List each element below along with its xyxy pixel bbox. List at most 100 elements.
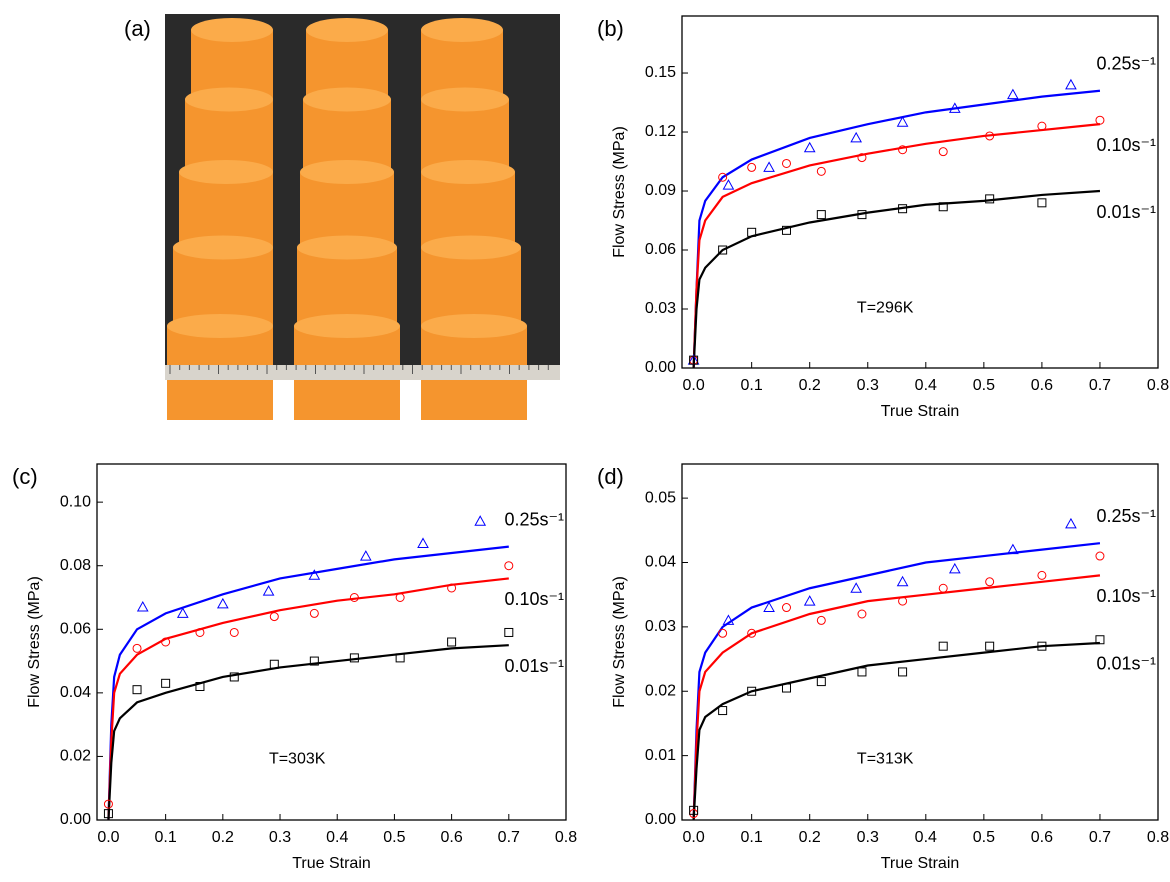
x-axis-label: True Strain <box>292 855 371 872</box>
cylinder-top <box>173 236 273 260</box>
data-point <box>310 609 318 617</box>
data-point <box>817 211 825 219</box>
x-tick-label: 0.7 <box>1089 377 1111 394</box>
series-label: 0.10s⁻¹ <box>504 589 564 609</box>
data-point <box>986 578 994 586</box>
data-point <box>723 180 733 189</box>
y-tick-label: 0.08 <box>60 557 91 574</box>
data-point <box>782 159 790 167</box>
data-point <box>805 596 815 605</box>
data-point <box>764 162 774 171</box>
x-tick-label: 0.0 <box>682 377 704 394</box>
y-tick-label: 0.01 <box>645 747 676 764</box>
x-tick-label: 0.1 <box>741 377 763 394</box>
cylinder-top <box>421 18 503 42</box>
x-tick-label: 0.7 <box>498 829 520 846</box>
data-point <box>475 516 485 525</box>
cylinder-top <box>297 236 397 260</box>
series-label: 0.01s⁻¹ <box>504 656 564 676</box>
x-tick-label: 0.2 <box>799 829 821 846</box>
data-point <box>270 613 278 621</box>
data-point <box>264 586 274 595</box>
y-axis-label: Flow Stress (MPa) <box>26 576 43 708</box>
photo-content <box>167 18 527 420</box>
data-point <box>858 668 866 676</box>
series-label: 0.25s⁻¹ <box>1096 53 1156 73</box>
y-tick-label: 0.12 <box>645 123 676 140</box>
cylinder-top <box>191 18 273 42</box>
data-point <box>1066 80 1076 89</box>
y-tick-label: 0.09 <box>645 182 676 199</box>
data-point <box>719 629 727 637</box>
x-tick-label: 0.4 <box>915 829 937 846</box>
plot-frame <box>682 464 1158 820</box>
data-point <box>361 551 371 560</box>
y-axis-label: Flow Stress (MPa) <box>611 126 628 258</box>
x-tick-label: 0.1 <box>741 829 763 846</box>
fit-line <box>108 547 508 820</box>
y-tick-label: 0.00 <box>645 811 676 828</box>
data-point <box>505 628 513 636</box>
data-point <box>817 616 825 624</box>
data-point <box>748 163 756 171</box>
x-tick-label: 0.8 <box>555 829 577 846</box>
panel-label: (d) <box>597 464 624 489</box>
y-tick-label: 0.00 <box>645 359 676 376</box>
x-tick-label: 0.0 <box>97 829 119 846</box>
data-point <box>950 564 960 573</box>
annotation: T=303K <box>269 751 326 768</box>
x-tick-label: 0.1 <box>155 829 177 846</box>
x-tick-label: 0.2 <box>799 377 821 394</box>
data-point <box>939 148 947 156</box>
y-axis-label: Flow Stress (MPa) <box>611 576 628 708</box>
cylinder-top <box>421 88 509 112</box>
cylinder-top <box>303 88 391 112</box>
fit-line <box>108 578 508 820</box>
data-point <box>858 610 866 618</box>
data-point <box>1096 552 1104 560</box>
data-point <box>133 686 141 694</box>
fit-line <box>694 575 1100 820</box>
x-tick-label: 0.8 <box>1147 377 1169 394</box>
panel-label: (a) <box>124 16 151 41</box>
x-tick-label: 0.6 <box>440 829 462 846</box>
data-point <box>817 167 825 175</box>
y-tick-label: 0.15 <box>645 64 676 81</box>
y-tick-label: 0.03 <box>645 300 676 317</box>
x-tick-label: 0.6 <box>1031 377 1053 394</box>
data-point <box>817 678 825 686</box>
y-tick-label: 0.10 <box>60 493 91 510</box>
data-point <box>218 599 228 608</box>
series-label: 0.25s⁻¹ <box>504 509 564 529</box>
data-point <box>782 604 790 612</box>
data-point <box>138 602 148 611</box>
x-tick-label: 0.3 <box>857 829 879 846</box>
cylinder-top <box>421 160 515 184</box>
data-point <box>899 668 907 676</box>
annotation: T=296K <box>857 299 914 316</box>
y-tick-label: 0.02 <box>60 748 91 765</box>
data-point <box>505 562 513 570</box>
fit-line <box>694 191 1100 368</box>
y-tick-label: 0.03 <box>645 618 676 635</box>
data-point <box>1038 571 1046 579</box>
cylinder-top <box>185 88 273 112</box>
x-axis-label: True Strain <box>881 403 960 420</box>
y-tick-label: 0.04 <box>60 684 91 701</box>
data-point <box>1096 116 1104 124</box>
x-tick-label: 0.5 <box>973 829 995 846</box>
data-point <box>133 644 141 652</box>
x-tick-label: 0.3 <box>269 829 291 846</box>
x-tick-label: 0.6 <box>1031 829 1053 846</box>
data-point <box>939 584 947 592</box>
data-point <box>1066 519 1076 528</box>
cylinder-top <box>306 18 388 42</box>
y-tick-label: 0.06 <box>60 621 91 638</box>
annotation: T=313K <box>857 751 914 768</box>
x-tick-label: 0.8 <box>1147 829 1169 846</box>
data-point <box>230 628 238 636</box>
cylinder-top <box>421 236 521 260</box>
x-tick-label: 0.3 <box>857 377 879 394</box>
data-point <box>851 133 861 142</box>
cylinder-top <box>294 314 400 338</box>
